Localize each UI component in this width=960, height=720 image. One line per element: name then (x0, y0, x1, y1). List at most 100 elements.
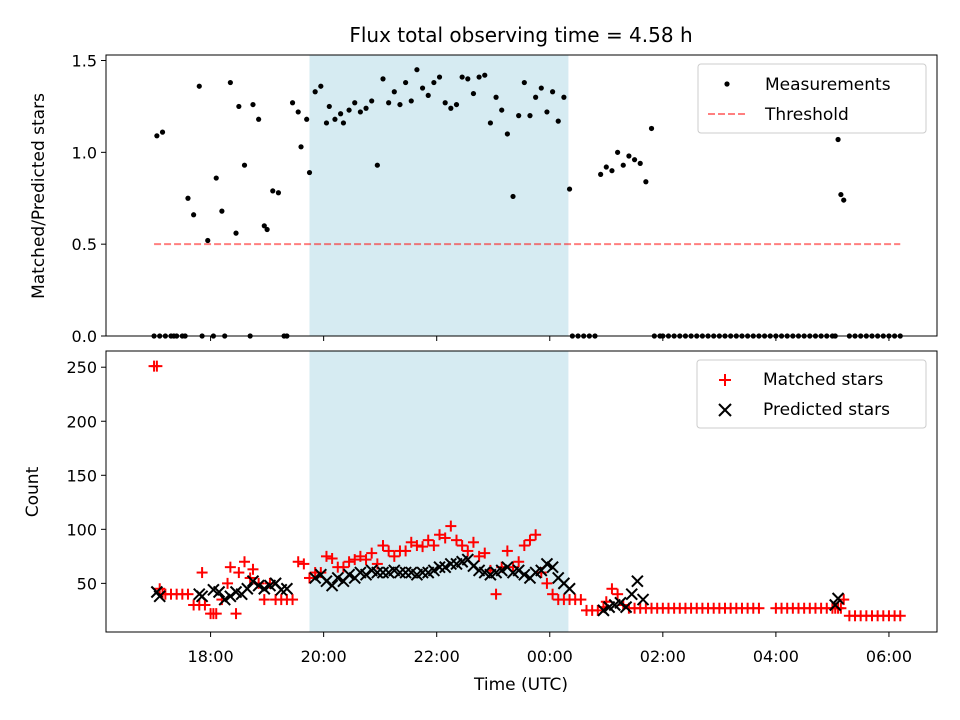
predicted-star-point (427, 564, 441, 577)
matched-star-point (383, 545, 395, 557)
predicted-star-point (597, 604, 610, 617)
measurement-point (323, 120, 330, 126)
predicted-star-point (342, 568, 356, 581)
predicted-star-point (252, 579, 265, 592)
matched-star-point (411, 540, 423, 552)
measurement-point (159, 129, 166, 135)
matched-star-point (541, 577, 553, 589)
predicted-star-point (399, 566, 412, 579)
measurement-point (298, 144, 304, 150)
measurement-point (631, 157, 638, 163)
ratio-panel: 0.0 0.5 1.0 1.5 Matched/Predicted stars Mea… (29, 52, 938, 346)
matched-star-point (292, 556, 304, 568)
x-axis-label: Time (UTC) (473, 675, 568, 695)
measurement-point (476, 74, 482, 80)
legend-measurements-label: Measurements (765, 75, 891, 95)
matched-star-point (501, 545, 513, 557)
matched-star-point (287, 594, 299, 606)
predicted-star-point (495, 564, 508, 577)
y-tick-label: 50 (77, 574, 97, 593)
measurement-point (648, 125, 655, 132)
measurement-point (516, 113, 522, 119)
matched-star-point (196, 567, 208, 579)
predicted-star-point (195, 590, 209, 603)
matched-star-point (445, 520, 457, 532)
x-tick-label: 02:00 (640, 647, 686, 666)
matched-star-point (366, 547, 378, 559)
measurement-point (598, 171, 604, 177)
predicted-star-point (831, 592, 845, 605)
measurement-point (261, 223, 267, 229)
matched-star-point (182, 588, 194, 600)
measurement-point (637, 160, 643, 166)
predicted-star-point (416, 566, 429, 579)
measurement-point (561, 94, 567, 100)
x-tick-label: 22:00 (414, 647, 460, 666)
measurement-point (493, 94, 499, 100)
matched-star-point (298, 558, 310, 570)
x-tick-label: 04:00 (753, 647, 799, 666)
measurement-point (332, 116, 338, 122)
measurement-point (533, 94, 539, 100)
measurement-point (626, 153, 632, 159)
measurement-point (326, 103, 332, 110)
y-tick-label: 1.5 (72, 52, 97, 71)
ratio-y-axis-label: Matched/Predicted stars (29, 93, 49, 299)
measurement-point (397, 101, 403, 108)
matched-star-point (490, 588, 502, 600)
measurement-point (289, 100, 296, 106)
matched-star-point (479, 547, 491, 559)
count-legend: Matched stars Predicted stars (696, 359, 927, 429)
count-x-ticks: 18:00 20:00 22:00 00:00 02:00 04:00 06:00 (188, 632, 912, 666)
predicted-star-point (540, 557, 554, 571)
legend-threshold-label: Threshold (764, 105, 849, 125)
count-y-ticks: 50 100 150 200 250 (66, 358, 106, 593)
predicted-star-point (241, 582, 254, 595)
observing-window-shade (309, 351, 569, 632)
matched-star-point (524, 534, 536, 546)
matched-star-point (547, 588, 559, 600)
y-tick-label: 150 (66, 466, 97, 485)
matched-star-point (320, 550, 332, 562)
predicted-star-point (625, 587, 638, 601)
legend-measurements-marker (724, 81, 730, 87)
measurement-point (431, 79, 437, 86)
y-tick-label: 250 (66, 358, 97, 377)
y-tick-label: 1.0 (72, 143, 97, 162)
predicted-star-point (636, 593, 650, 606)
predicted-star-point (376, 566, 390, 579)
measurement-point (363, 105, 369, 111)
measurement-point (527, 113, 533, 119)
measurement-point (227, 79, 233, 86)
ratio-legend: Measurements Threshold (697, 63, 927, 134)
predicted-star-point (218, 593, 231, 606)
measurement-point (453, 101, 460, 108)
matched-star-point (377, 540, 389, 552)
measurement-point (414, 67, 420, 73)
predicted-star-point (371, 566, 384, 579)
measurement-point (275, 190, 282, 196)
predicted-star-point (829, 598, 842, 612)
measurement-point (521, 79, 527, 86)
matched-star-point (222, 577, 234, 589)
measurement-point (233, 230, 239, 236)
measurement-point (643, 179, 649, 185)
matched-star-point (592, 604, 604, 616)
matched-star-point (343, 556, 355, 568)
matched-star-point (894, 610, 906, 622)
predicted-star-point (153, 590, 166, 603)
predicted-star-point (308, 571, 322, 585)
measurement-point (499, 107, 505, 113)
legend-matched-marker (719, 374, 731, 386)
measurement-point (482, 72, 488, 78)
matched-star-point (518, 540, 530, 552)
measurement-point (318, 83, 324, 89)
measurement-point (191, 212, 197, 218)
predicted-star-point (280, 582, 294, 595)
measurement-point (205, 237, 211, 244)
matched-star-point (753, 602, 765, 614)
measurement-point (425, 92, 431, 99)
matched-star-point (439, 532, 451, 544)
matched-star-point (360, 554, 372, 566)
chart-title: Flux total observing time = 4.58 h (349, 23, 692, 47)
